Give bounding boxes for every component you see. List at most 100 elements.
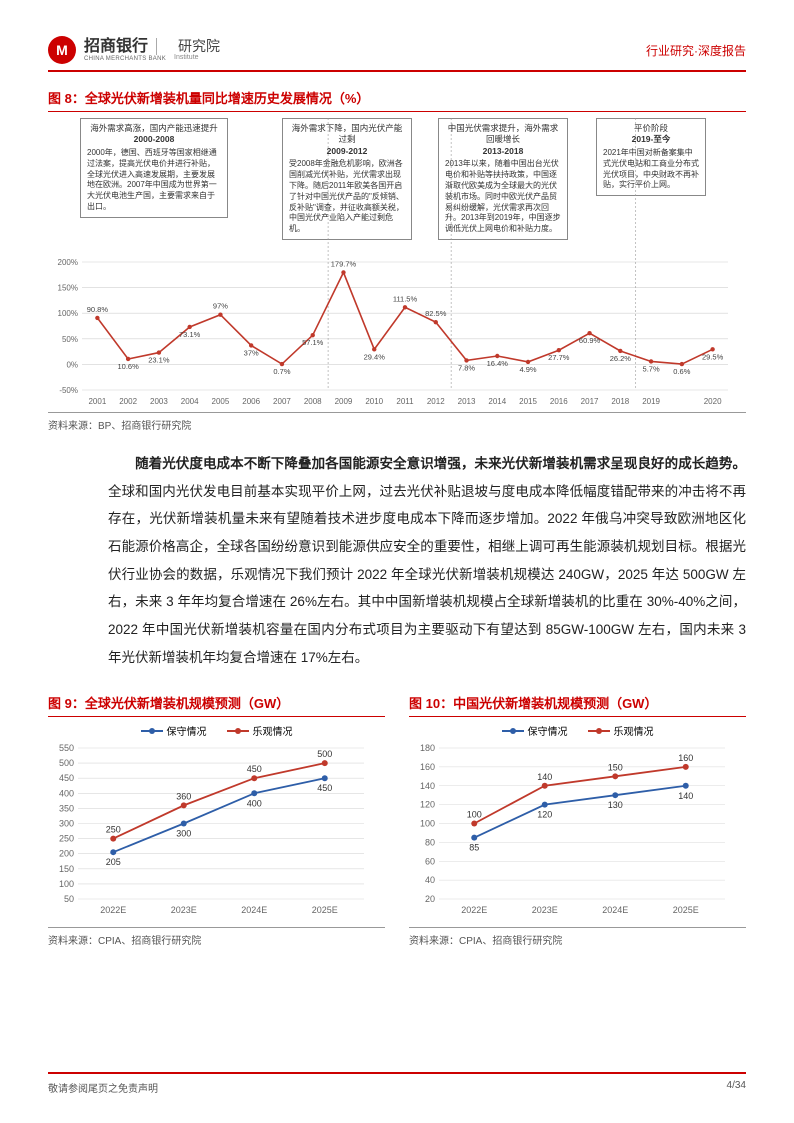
svg-text:140: 140 xyxy=(420,781,435,791)
svg-text:60: 60 xyxy=(425,857,435,867)
svg-text:2024E: 2024E xyxy=(602,905,628,915)
body-rest: 全球和国内光伏发电目前基本实现平价上网，过去光伏补贴退坡与度电成本降低幅度错配带… xyxy=(108,484,746,665)
svg-text:450: 450 xyxy=(317,784,332,794)
svg-text:2002: 2002 xyxy=(119,397,137,406)
svg-text:90.8%: 90.8% xyxy=(87,305,109,314)
line-chart-plot: 204060801001201401601802022E2023E2024E20… xyxy=(409,742,746,920)
svg-text:73.1%: 73.1% xyxy=(179,330,201,339)
svg-text:16.4%: 16.4% xyxy=(487,359,509,368)
svg-text:500: 500 xyxy=(317,749,332,759)
chart-legend: 保守情况乐观情况 xyxy=(409,723,746,738)
svg-text:2014: 2014 xyxy=(488,397,506,406)
svg-text:2006: 2006 xyxy=(242,397,260,406)
svg-text:300: 300 xyxy=(176,829,191,839)
doc-type: 行业研究·深度报告 xyxy=(646,42,746,59)
svg-text:2017: 2017 xyxy=(581,397,599,406)
fig9-source: 资料来源：CPIA、招商银行研究院 xyxy=(48,927,385,947)
svg-text:2022E: 2022E xyxy=(100,905,126,915)
svg-text:2012: 2012 xyxy=(427,397,445,406)
svg-text:350: 350 xyxy=(59,804,74,814)
svg-text:4.9%: 4.9% xyxy=(519,365,536,374)
svg-text:2007: 2007 xyxy=(273,397,291,406)
svg-text:2025E: 2025E xyxy=(312,905,338,915)
svg-text:50: 50 xyxy=(64,894,74,904)
svg-text:23.1%: 23.1% xyxy=(148,356,170,365)
svg-text:450: 450 xyxy=(247,765,262,775)
svg-text:179.7%: 179.7% xyxy=(331,259,357,268)
svg-text:20: 20 xyxy=(425,894,435,904)
fig8-chart: 海外需求高涨，国内产能迅速提升2000-20082000年，德国、西班牙等国家相… xyxy=(48,118,746,408)
body-paragraph: 随着光伏度电成本不断下降叠加各国能源安全意识增强，未来光伏新增装机需求呈现良好的… xyxy=(48,432,746,681)
body-bold: 随着光伏度电成本不断下降叠加各国能源安全意识增强，未来光伏新增装机需求呈现良好的… xyxy=(135,456,746,471)
svg-text:26.2%: 26.2% xyxy=(610,354,632,363)
svg-text:0.7%: 0.7% xyxy=(273,367,290,376)
svg-text:80: 80 xyxy=(425,838,435,848)
svg-text:2018: 2018 xyxy=(611,397,629,406)
svg-text:2005: 2005 xyxy=(212,397,230,406)
svg-text:150: 150 xyxy=(608,763,623,773)
svg-text:27.7%: 27.7% xyxy=(548,353,570,362)
svg-text:0.6%: 0.6% xyxy=(673,367,690,376)
svg-text:29.5%: 29.5% xyxy=(702,352,724,361)
svg-text:100: 100 xyxy=(467,810,482,820)
svg-text:160: 160 xyxy=(420,762,435,772)
svg-text:60.9%: 60.9% xyxy=(579,336,601,345)
svg-text:2003: 2003 xyxy=(150,397,168,406)
page-footer: 敬请参阅尾页之免责声明 4/34 xyxy=(48,1072,746,1095)
svg-text:150: 150 xyxy=(59,864,74,874)
figures-row: 图 9：全球光伏新增装机规模预测（GW） 保守情况乐观情况 50 100 150 200… xyxy=(48,681,746,947)
svg-text:140: 140 xyxy=(537,772,552,782)
svg-text:37%: 37% xyxy=(244,348,259,357)
svg-text:150%: 150% xyxy=(58,284,78,293)
fig9-title: 图 9：全球光伏新增装机规模预测（GW） xyxy=(48,687,385,717)
bank-name-cn: 招商银行 xyxy=(84,38,157,55)
svg-text:2019: 2019 xyxy=(642,397,660,406)
svg-text:2023E: 2023E xyxy=(171,905,197,915)
svg-text:550: 550 xyxy=(59,743,74,753)
fig8-title: 图 8：全球光伏新增装机量同比增速历史发展情况（%） xyxy=(48,82,746,112)
svg-text:2013: 2013 xyxy=(458,397,476,406)
page-header: M 招商银行 CHINA MERCHANTS BANK 研究院 Institut… xyxy=(48,36,746,72)
svg-text:2020: 2020 xyxy=(704,397,722,406)
svg-text:97%: 97% xyxy=(213,302,228,311)
svg-text:120: 120 xyxy=(420,800,435,810)
svg-text:2023E: 2023E xyxy=(532,905,558,915)
svg-text:400: 400 xyxy=(59,789,74,799)
svg-text:200%: 200% xyxy=(58,258,78,267)
svg-text:29.4%: 29.4% xyxy=(364,352,386,361)
period-box: 海外需求高涨，国内产能迅速提升2000-20082000年，德国、西班牙等国家相… xyxy=(80,118,228,218)
svg-text:0%: 0% xyxy=(66,360,78,369)
fig10-source: 资料来源：CPIA、招商银行研究院 xyxy=(409,927,746,947)
fig10-title: 图 10：中国光伏新增装机规模预测（GW） xyxy=(409,687,746,717)
logo-icon: M xyxy=(48,36,76,64)
period-box: 海外需求下降，国内光伏产能过剩2009-2012受2008年金融危机影响，欧洲各… xyxy=(282,118,412,240)
svg-text:140: 140 xyxy=(678,791,693,801)
svg-text:205: 205 xyxy=(106,858,121,868)
svg-text:300: 300 xyxy=(59,819,74,829)
svg-text:7.8%: 7.8% xyxy=(458,363,475,372)
svg-text:180: 180 xyxy=(420,743,435,753)
svg-text:120: 120 xyxy=(537,810,552,820)
fig9-chart: 保守情况乐观情况50100150200250300350400450500550… xyxy=(48,723,385,923)
svg-text:200: 200 xyxy=(59,849,74,859)
svg-text:85: 85 xyxy=(469,843,479,853)
period-box: 中国光伏需求提升，海外需求回暖增长2013-20182013年以来，随着中国出台… xyxy=(438,118,568,240)
svg-text:111.5%: 111.5% xyxy=(393,294,418,303)
bank-name-en: CHINA MERCHANTS BANK xyxy=(84,56,166,63)
institute-en: Institute xyxy=(174,54,220,62)
svg-text:57.1%: 57.1% xyxy=(302,338,324,347)
svg-text:2008: 2008 xyxy=(304,397,322,406)
line-chart-plot: 501001502002503003504004505005502022E202… xyxy=(48,742,385,920)
svg-text:2001: 2001 xyxy=(88,397,106,406)
footer-disclaimer: 敬请参阅尾页之免责声明 xyxy=(48,1080,158,1095)
svg-text:2004: 2004 xyxy=(181,397,199,406)
svg-text:360: 360 xyxy=(176,792,191,802)
svg-text:2024E: 2024E xyxy=(241,905,267,915)
svg-text:2010: 2010 xyxy=(365,397,383,406)
institute-cn: 研究院 xyxy=(174,38,220,54)
fig10-chart: 保守情况乐观情况204060801001201401601802022E2023… xyxy=(409,723,746,923)
svg-text:400: 400 xyxy=(247,799,262,809)
svg-text:2025E: 2025E xyxy=(673,905,699,915)
svg-text:250: 250 xyxy=(59,834,74,844)
logo-block: M 招商银行 CHINA MERCHANTS BANK 研究院 Institut… xyxy=(48,36,220,64)
